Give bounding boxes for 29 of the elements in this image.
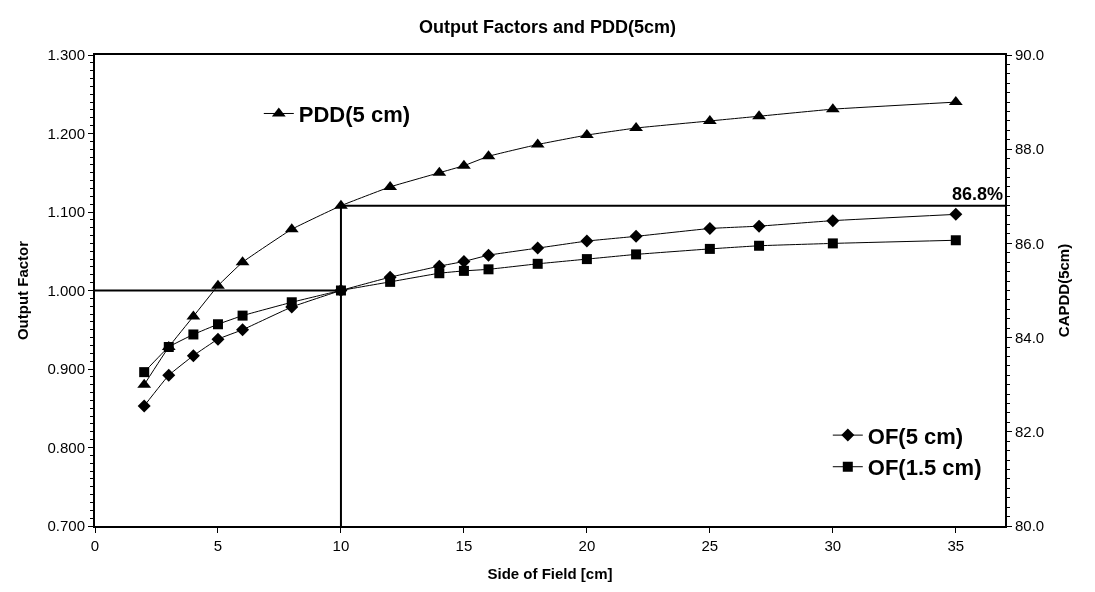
legend-label: OF(1.5 cm): [867, 455, 982, 481]
y-tick-label: 0.700: [47, 517, 85, 535]
y2-tick-label: 80.0: [1015, 517, 1045, 535]
ref-line-label: 86.8%: [952, 184, 1004, 204]
y-tick-label: 0.900: [47, 360, 85, 378]
y2-tick-label: 82.0: [1015, 423, 1045, 441]
x-tick-label: 10: [332, 537, 350, 554]
y-tick-label: 0.800: [47, 438, 85, 456]
x-tick-label: 15: [455, 537, 473, 554]
legend-label: OF(5 cm): [867, 423, 964, 449]
x-tick-label: 35: [947, 537, 965, 554]
chart-title: Output Factors and PDD(5cm): [418, 17, 677, 38]
legend-label: PDD(5 cm): [298, 102, 411, 128]
y-tick-label: 1.000: [47, 281, 85, 299]
x-tick-label: 30: [824, 537, 842, 554]
x-tick-label: 5: [213, 537, 223, 554]
y2-tick-label: 90.0: [1015, 46, 1045, 64]
y2-tick-label: 88.0: [1015, 140, 1045, 158]
x-tick-label: 25: [701, 537, 719, 554]
y2-tick-label: 84.0: [1015, 328, 1045, 346]
y-tick-label: 1.100: [47, 203, 85, 221]
y-tick-label: 1.300: [47, 46, 85, 64]
x-tick-label: 0: [90, 537, 100, 554]
x-axis-title: Side of Field [cm]: [487, 564, 613, 582]
y2-axis-title: CAPDD(5cm): [1054, 243, 1072, 338]
y-axis-title: Output Factor: [14, 240, 32, 341]
y2-tick-label: 86.0: [1015, 234, 1045, 252]
y-tick-label: 1.200: [47, 124, 85, 142]
x-tick-label: 20: [578, 537, 596, 554]
